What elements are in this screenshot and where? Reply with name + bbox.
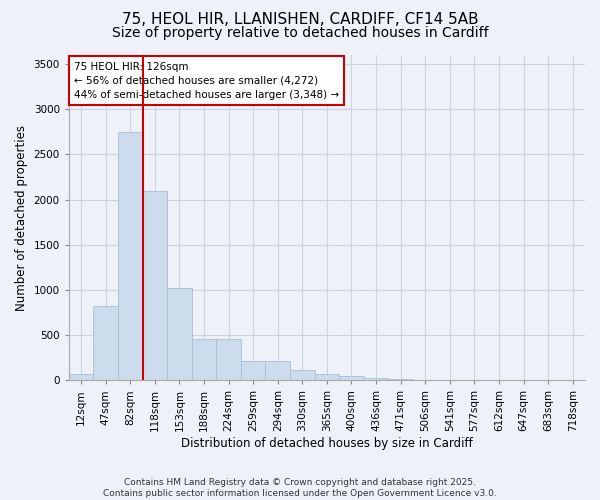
Bar bbox=[314, 374, 339, 380]
Bar bbox=[143, 190, 167, 380]
Bar bbox=[217, 338, 241, 380]
Bar bbox=[69, 374, 94, 380]
Text: 75 HEOL HIR: 126sqm
← 56% of detached houses are smaller (4,272)
44% of semi-det: 75 HEOL HIR: 126sqm ← 56% of detached ho… bbox=[74, 62, 339, 100]
Bar bbox=[167, 288, 192, 380]
Text: Size of property relative to detached houses in Cardiff: Size of property relative to detached ho… bbox=[112, 26, 488, 40]
X-axis label: Distribution of detached houses by size in Cardiff: Distribution of detached houses by size … bbox=[181, 437, 473, 450]
Bar bbox=[241, 362, 265, 380]
Text: 75, HEOL HIR, LLANISHEN, CARDIFF, CF14 5AB: 75, HEOL HIR, LLANISHEN, CARDIFF, CF14 5… bbox=[122, 12, 478, 28]
Bar bbox=[364, 378, 388, 380]
Bar bbox=[290, 370, 314, 380]
Bar bbox=[118, 132, 143, 380]
Bar bbox=[192, 338, 217, 380]
Text: Contains HM Land Registry data © Crown copyright and database right 2025.
Contai: Contains HM Land Registry data © Crown c… bbox=[103, 478, 497, 498]
Y-axis label: Number of detached properties: Number of detached properties bbox=[15, 124, 28, 310]
Bar bbox=[265, 362, 290, 380]
Bar bbox=[94, 306, 118, 380]
Bar bbox=[339, 376, 364, 380]
Bar bbox=[388, 379, 413, 380]
